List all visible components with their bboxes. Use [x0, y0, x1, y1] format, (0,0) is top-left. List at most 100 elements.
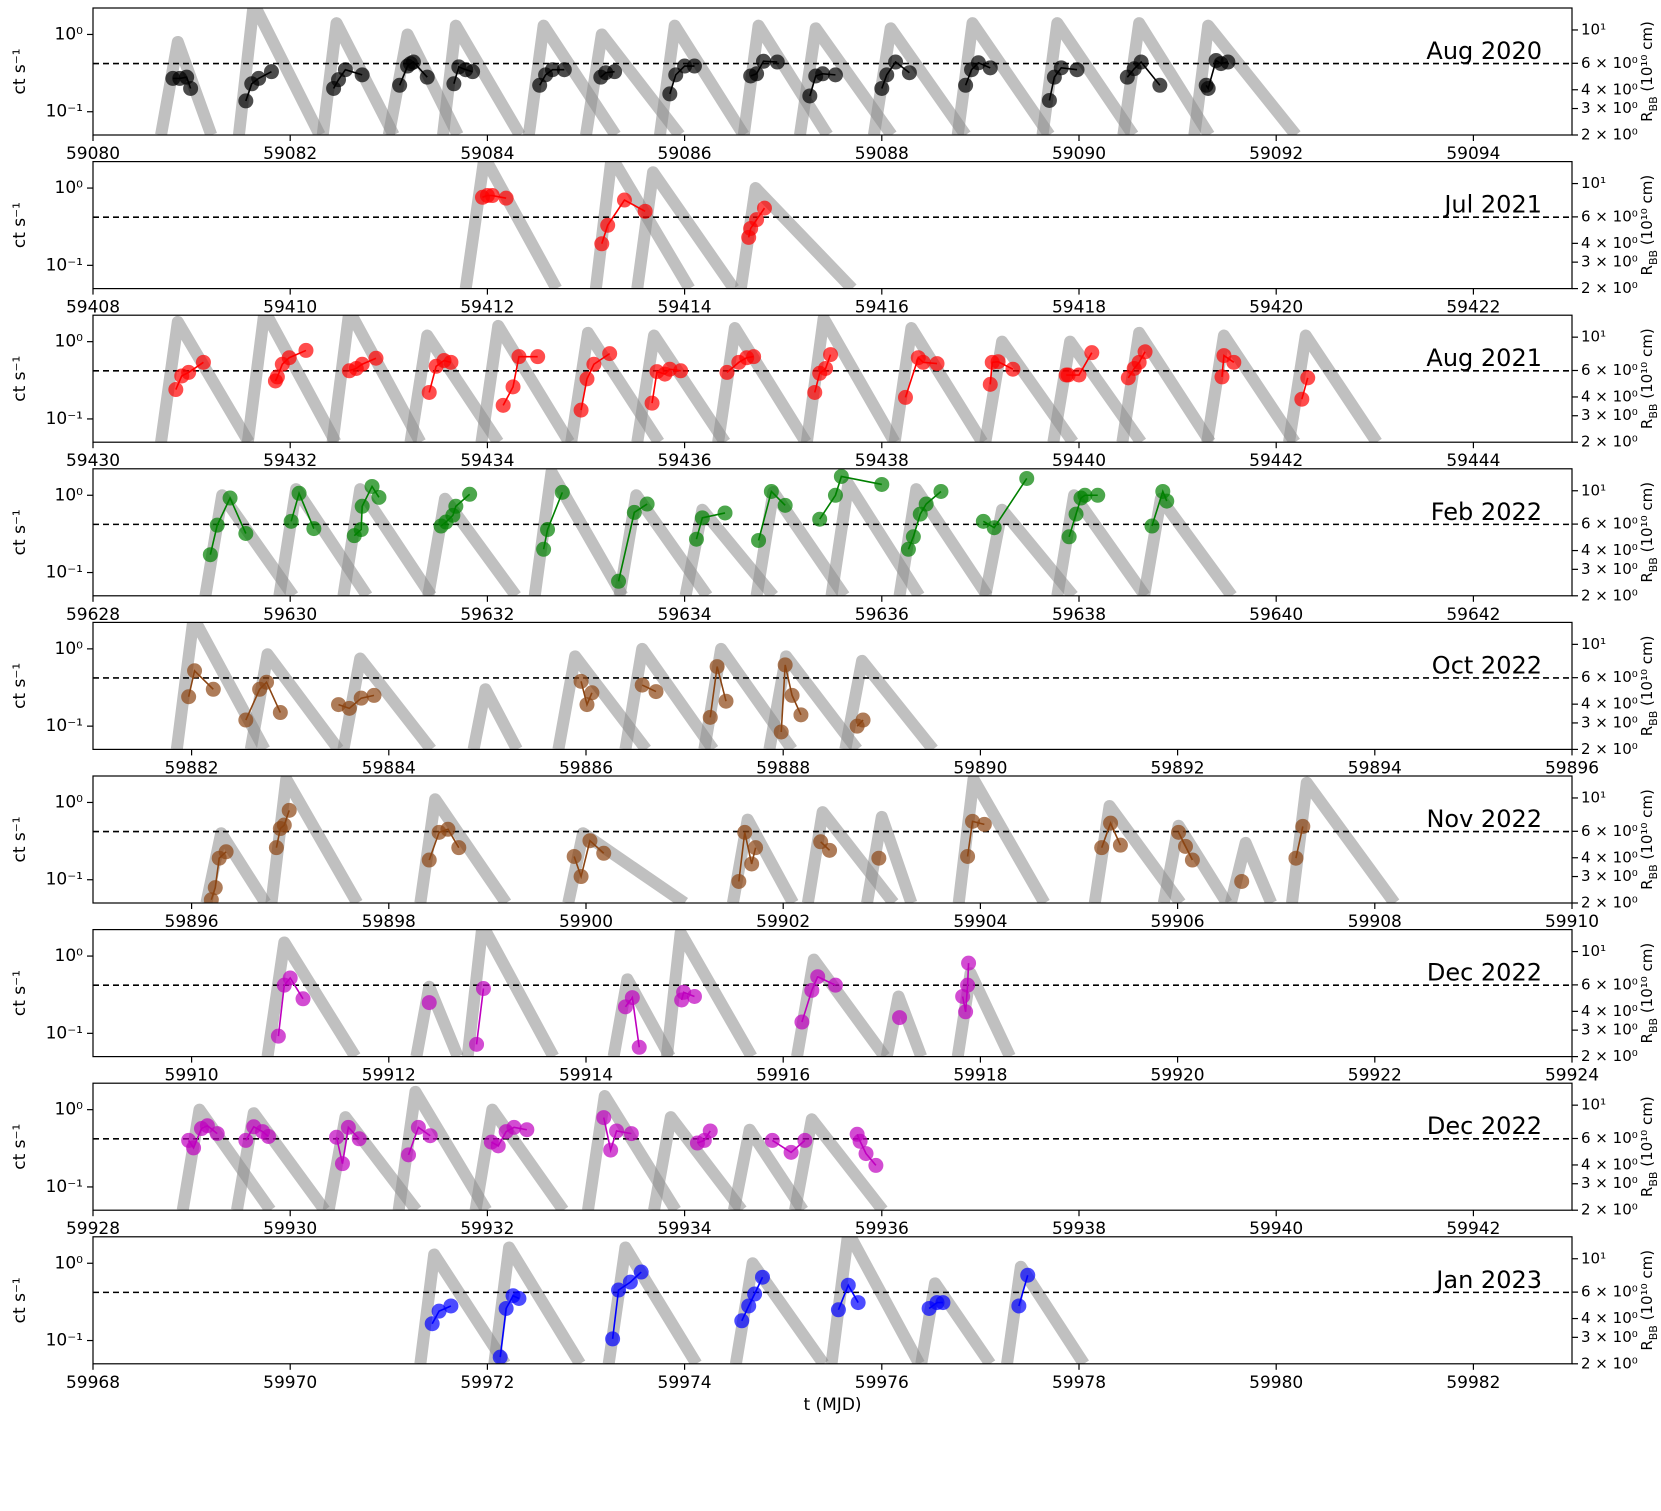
data-point: [823, 347, 839, 363]
data-point: [340, 1119, 356, 1135]
data-point: [573, 869, 589, 885]
data-point: [686, 58, 702, 74]
x-tick-label: 59906: [1151, 912, 1205, 932]
y2-axis-label: RBB (10¹⁰ cm): [1638, 1096, 1660, 1197]
axes-frame: [92, 1236, 1573, 1365]
data-point: [202, 547, 218, 563]
y2-axis-label-part: BB: [1647, 711, 1660, 726]
data-point: [594, 236, 610, 252]
data-point: [566, 848, 582, 864]
x-tick-label: 59978: [1052, 1373, 1106, 1393]
data-point: [747, 1286, 763, 1302]
y-tick-label: 10⁰: [55, 332, 84, 352]
data-point: [1220, 54, 1236, 70]
panel-label: Jul 2021: [1442, 191, 1542, 219]
x-tick-label: 59436: [658, 451, 712, 471]
y2-tick-label: 10¹: [1581, 1249, 1606, 1267]
data-point: [744, 856, 760, 872]
data-point: [734, 1313, 750, 1329]
model-flare: [648, 1111, 747, 1211]
model-flare: [763, 650, 862, 750]
panel: 59928 59930 59932 59934 59936 59938 59940 59942…: [10, 1082, 1660, 1239]
y2-tick-label: 2 × 10⁰: [1581, 894, 1638, 912]
y2-tick-label: 2 × 10⁰: [1581, 433, 1638, 451]
model-flare: [631, 329, 731, 443]
data-point: [283, 513, 299, 529]
data-point: [702, 1123, 718, 1139]
data-point: [888, 54, 904, 70]
data-point: [1071, 367, 1087, 383]
data-point: [754, 1269, 770, 1285]
y-tick-label: 10⁻¹: [46, 255, 83, 275]
x-tick-label: 59094: [1446, 144, 1500, 164]
panel-label: Jan 2023: [1434, 1266, 1542, 1294]
data-point: [446, 76, 462, 92]
data-point: [874, 476, 890, 492]
x-tick-label: 59086: [658, 144, 712, 164]
x-tick-label: 59920: [1151, 1066, 1205, 1086]
y2-axis-label: RBB (10¹⁰ cm): [1638, 328, 1660, 429]
data-point: [709, 659, 725, 675]
y2-axis-label-part: BB: [1647, 557, 1660, 572]
y2-axis-label-part: R: [1638, 265, 1656, 275]
x-tick-label: 59894: [1348, 758, 1402, 778]
x-tick-label: 59886: [559, 758, 613, 778]
data-point: [605, 1331, 621, 1347]
model-flare: [337, 483, 437, 596]
data-point: [341, 700, 357, 716]
data-point: [168, 382, 184, 398]
model-flare: [414, 1248, 511, 1364]
data-point: [686, 988, 702, 1004]
data-line: [602, 1117, 632, 1154]
y2-axis-label: RBB (10¹⁰ cm): [1638, 21, 1660, 122]
data-point: [871, 850, 887, 866]
model-flare: [1225, 836, 1277, 903]
data-point: [218, 844, 234, 860]
data-point: [1041, 92, 1057, 108]
data-point: [1288, 850, 1304, 866]
y2-tick-label: 4 × 10⁰: [1581, 1155, 1638, 1173]
x-tick-label: 59968: [66, 1373, 120, 1393]
data-line: [502, 355, 538, 406]
data-point: [603, 1142, 619, 1158]
y2-tick-label: 3 × 10⁰: [1581, 1174, 1638, 1192]
data-point: [1133, 54, 1149, 70]
y2-tick-label: 4 × 10⁰: [1581, 541, 1638, 559]
y2-axis-label-part: BB: [1647, 1018, 1660, 1033]
y-tick-label: 10⁰: [55, 178, 84, 198]
data-point: [777, 497, 793, 513]
data-line: [475, 988, 485, 1045]
panel: 59910 59912 59914 59916 59918 59920 59922 59924…: [10, 928, 1660, 1086]
data-point: [422, 1128, 438, 1144]
model-flare: [199, 489, 299, 596]
x-tick-label: 59882: [165, 758, 219, 778]
y2-axis-label-part: R: [1638, 1033, 1656, 1043]
y-axis-label: ct s⁻¹: [10, 816, 30, 862]
model-flare: [244, 648, 344, 750]
model-flare: [326, 315, 426, 443]
x-tick-label: 59900: [559, 912, 613, 932]
data-point: [763, 483, 779, 499]
x-tick-label: 59084: [460, 144, 514, 164]
data-point: [295, 991, 311, 1007]
data-point: [462, 486, 478, 502]
data-point: [263, 64, 279, 80]
data-point: [421, 995, 437, 1011]
data-point: [764, 1132, 780, 1148]
data-point: [784, 687, 800, 703]
model-flare: [1188, 19, 1301, 135]
x-tick-label: 59412: [460, 298, 514, 318]
data-point: [900, 541, 916, 557]
y-tick-label: 10⁻¹: [46, 1331, 83, 1351]
data-point: [830, 1302, 846, 1318]
data-point: [702, 709, 718, 725]
data-point: [623, 1126, 639, 1142]
y2-tick-label: 6 × 10⁰: [1581, 668, 1638, 686]
data-point: [440, 821, 456, 837]
data-point: [443, 1298, 459, 1314]
y2-axis-label-part: (10¹⁰ cm): [1638, 1250, 1656, 1325]
data-point: [306, 521, 322, 537]
y2-axis-label-part: (10¹⁰ cm): [1638, 328, 1656, 403]
y-axis-label: ct s⁻¹: [10, 48, 30, 94]
model-flare: [1286, 776, 1400, 903]
